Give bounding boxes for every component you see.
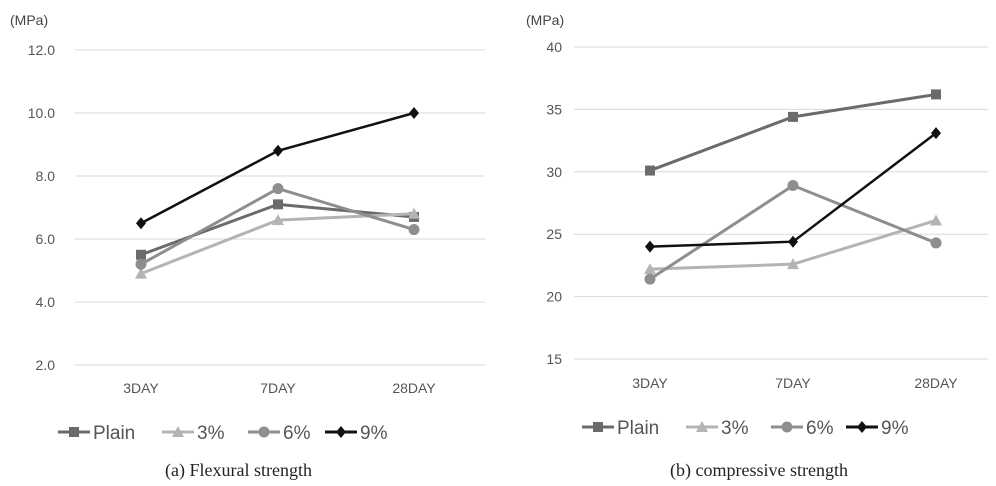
legend-marker	[69, 427, 79, 437]
y-tick-label: 35	[546, 101, 562, 117]
data-point	[273, 199, 283, 210]
series-9pct	[645, 127, 941, 253]
legend-label: 3%	[197, 423, 225, 444]
data-point	[136, 249, 146, 260]
data-point	[409, 107, 419, 119]
data-point	[644, 263, 656, 275]
x-tick-label: 7DAY	[775, 375, 811, 391]
y-tick-label: 8.0	[36, 168, 56, 184]
y-tick-label: 15	[546, 351, 562, 367]
y-unit-label: (MPa)	[10, 12, 49, 28]
series-6pct	[644, 180, 942, 285]
data-point	[272, 214, 284, 226]
legend-label: 9%	[881, 418, 909, 439]
data-point	[135, 258, 147, 270]
y-tick-label: 12.0	[28, 42, 55, 58]
data-point	[408, 207, 420, 219]
data-point	[135, 267, 147, 279]
data-point	[788, 111, 798, 122]
series-6pct	[135, 183, 420, 270]
data-point	[273, 144, 283, 157]
legend-label: Plain	[617, 418, 659, 439]
legend-item: Plain	[58, 423, 135, 444]
y-tick-label: 2.0	[36, 357, 56, 373]
y-tick-label: 30	[546, 164, 562, 180]
data-point	[931, 127, 941, 140]
legend-label: Plain	[93, 423, 135, 444]
legend-marker	[258, 426, 270, 438]
legend-item: 3%	[686, 418, 749, 439]
data-point	[930, 214, 942, 226]
x-tick-label: 3DAY	[123, 380, 159, 396]
y-tick-label: 20	[546, 289, 562, 305]
series-plain	[645, 89, 941, 176]
legend-label: 9%	[360, 423, 388, 444]
legend-item: 9%	[846, 418, 909, 439]
compressive-strength-plot: 15 20 25 30 35 40 3DAY 7DAY 28DAY Plain 3% 6% 9%	[546, 39, 988, 439]
legend-item: 6%	[771, 418, 834, 439]
data-point	[787, 180, 799, 192]
legend-marker	[593, 422, 603, 432]
data-point	[408, 224, 420, 236]
y-tick-label: 40	[546, 39, 562, 55]
y-tick-label: 4.0	[36, 294, 56, 310]
legend-item: 6%	[248, 423, 311, 444]
series-plain	[136, 199, 419, 260]
chart-caption: (a) Flexural strength	[165, 460, 312, 480]
x-tick-label: 7DAY	[260, 380, 296, 396]
data-point	[787, 258, 799, 270]
series-line	[649, 92, 937, 172]
data-point	[645, 165, 655, 176]
y-tick-label: 25	[546, 226, 562, 242]
legend: Plain 3% 6% 9%	[58, 423, 388, 444]
legend-label: 6%	[806, 418, 834, 439]
data-point	[272, 183, 284, 195]
data-point	[645, 240, 655, 253]
legend-label: 3%	[721, 418, 749, 439]
data-point	[930, 237, 942, 249]
data-point	[788, 235, 798, 248]
chart-caption: (b) compressive strength	[670, 460, 848, 480]
data-point	[136, 217, 146, 230]
data-point	[931, 89, 941, 100]
legend-item: Plain	[582, 418, 659, 439]
y-unit-label: (MPa)	[526, 12, 565, 28]
x-tick-label: 28DAY	[914, 375, 958, 391]
x-tick-label: 3DAY	[632, 375, 668, 391]
series-9pct	[136, 107, 419, 230]
legend-marker	[696, 421, 708, 432]
data-point	[644, 273, 656, 285]
legend-marker	[781, 421, 793, 433]
legend-item: 3%	[162, 423, 225, 444]
legend-marker	[857, 421, 867, 433]
y-tick-label: 10.0	[28, 105, 55, 121]
flexural-strength-plot: 2.0 4.0 6.0 8.0 10.0 12.0 3DAY 7DAY 28DAY Plain 3%…	[28, 42, 485, 444]
series-3pct	[644, 214, 942, 275]
legend: Plain 3% 6% 9%	[582, 418, 909, 439]
flexural-strength-chart: (MPa) 2.0 4.0 6.0 8.0 10.0 12.0 3DAY 7DAY 28DAY P…	[10, 12, 485, 480]
legend-label: 6%	[283, 423, 311, 444]
legend-marker	[172, 426, 184, 437]
legend-marker	[336, 426, 346, 438]
compressive-strength-chart: (MPa) 15 20 25 30 35 40 3DAY 7DAY 28DAY Plain 3% 6%…	[500, 0, 996, 486]
y-tick-label: 6.0	[36, 231, 56, 247]
x-tick-label: 28DAY	[392, 380, 436, 396]
legend-item: 9%	[325, 423, 388, 444]
series-line	[140, 202, 415, 257]
